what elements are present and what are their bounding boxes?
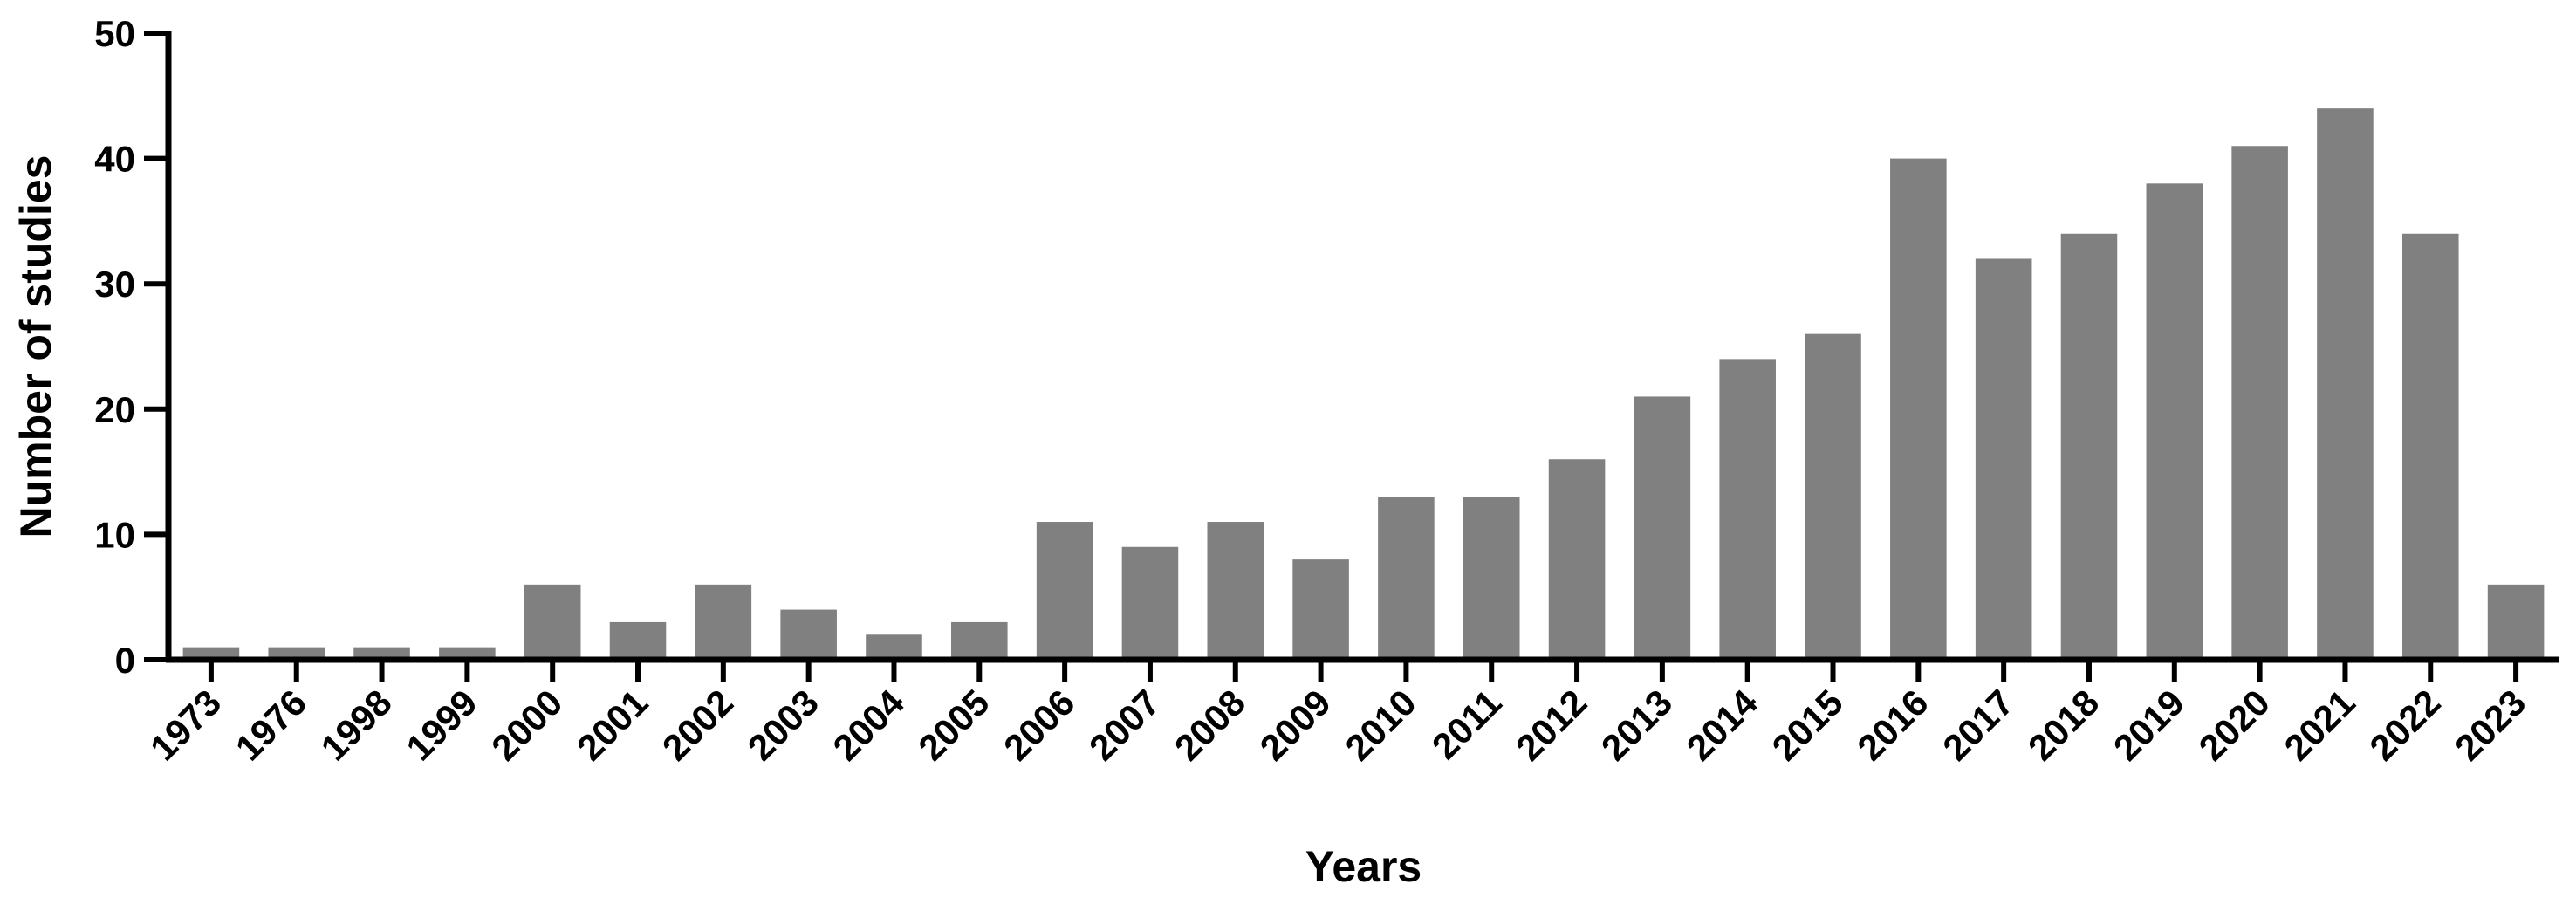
bar-2023	[2487, 584, 2545, 660]
bars-group	[182, 108, 2545, 661]
x-tick-label-2021: 2021	[2277, 682, 2363, 768]
x-tick-label-2004: 2004	[826, 682, 913, 769]
y-tick-label-30: 30	[94, 264, 135, 305]
y-tick-label-10: 10	[94, 514, 135, 555]
bar-2003	[780, 609, 837, 660]
bar-1973	[182, 647, 240, 660]
x-tick-label-2006: 2006	[996, 682, 1082, 768]
bar-1999	[439, 647, 496, 660]
bar-2015	[1805, 333, 1861, 660]
x-tick-label-2022: 2022	[2361, 682, 2448, 768]
bar-2004	[866, 634, 922, 660]
x-tick-label-2001: 2001	[569, 682, 655, 768]
x-tick-label-2023: 2023	[2447, 682, 2533, 768]
bar-2008	[1207, 522, 1264, 660]
x-tick-label-2014: 2014	[1679, 682, 1766, 769]
bar-2005	[951, 621, 1008, 660]
x-tick-label-2019: 2019	[2106, 682, 2192, 768]
bar-2011	[1463, 497, 1520, 660]
y-axis-title: Number of studies	[11, 155, 60, 538]
x-axis-title: Years	[1305, 842, 1422, 891]
x-tick-label-2012: 2012	[1508, 682, 1594, 768]
y-tick-label-20: 20	[94, 389, 135, 430]
bar-2021	[2317, 108, 2374, 660]
bar-2000	[524, 584, 581, 660]
x-tick-label-1999: 1999	[398, 682, 484, 768]
bar-2016	[1890, 158, 1947, 661]
x-tick-label-2009: 2009	[1252, 682, 1339, 768]
bar-2009	[1292, 559, 1349, 660]
x-tick-label-1998: 1998	[313, 682, 400, 768]
bar-2012	[1548, 459, 1606, 660]
bar-2014	[1719, 359, 1776, 660]
x-tick-label-2008: 2008	[1167, 682, 1253, 768]
bar-2019	[2146, 183, 2203, 660]
x-tick-label-2010: 2010	[1337, 682, 1423, 768]
bar-1976	[268, 647, 325, 660]
bar-2006	[1036, 522, 1093, 660]
x-tick-label-1976: 1976	[228, 682, 314, 768]
x-tick-label-2013: 2013	[1593, 682, 1680, 768]
x-tick-label-1973: 1973	[142, 682, 229, 768]
x-tick-label-2011: 2011	[1424, 682, 1510, 767]
x-tick-label-2017: 2017	[1935, 682, 2021, 768]
y-tick-label-40: 40	[94, 139, 135, 180]
x-tick-label-2002: 2002	[654, 682, 741, 768]
x-axis: 1973197619981999200020012002200320042005…	[142, 656, 2559, 769]
y-tick-label-0: 0	[115, 640, 135, 681]
x-tick-label-2000: 2000	[483, 682, 570, 768]
x-tick-label-2007: 2007	[1081, 682, 1168, 768]
y-tick-label-50: 50	[94, 13, 135, 54]
bar-2007	[1121, 546, 1179, 660]
x-tick-label-2018: 2018	[2020, 682, 2107, 768]
bar-2010	[1378, 497, 1435, 660]
bar-2022	[2401, 233, 2459, 660]
bar-2013	[1634, 396, 1691, 660]
bar-2002	[695, 584, 752, 660]
bar-2017	[1975, 258, 2032, 660]
x-tick-label-2016: 2016	[1849, 682, 1935, 768]
x-tick-label-2003: 2003	[740, 682, 826, 768]
x-tick-label-2005: 2005	[910, 682, 997, 768]
bar-1998	[353, 647, 410, 660]
bar-2018	[2060, 233, 2118, 660]
bar-2001	[609, 621, 667, 660]
x-tick-label-2015: 2015	[1764, 682, 1851, 768]
y-axis: 0 10 20 30 40 50	[94, 13, 172, 681]
x-tick-label-2020: 2020	[2191, 682, 2278, 768]
bar-2020	[2231, 146, 2288, 661]
